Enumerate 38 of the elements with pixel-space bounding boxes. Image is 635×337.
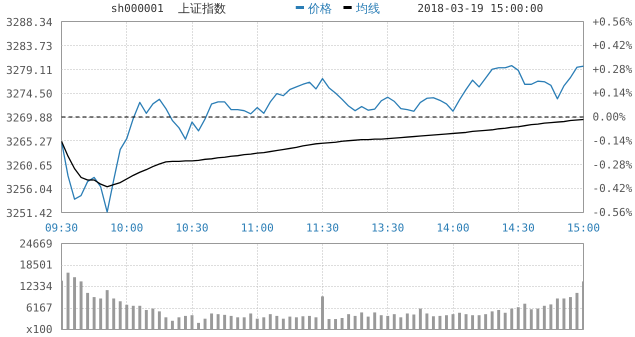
- legend-label: 价格: [307, 2, 332, 16]
- y2-tick-label: -0.42%: [592, 182, 633, 196]
- x-tick-label: 10:00: [110, 222, 144, 234]
- y-tick-label: 3283.73: [6, 40, 52, 53]
- y-tick-label: 3279.11: [6, 64, 52, 77]
- x-tick-label: 11:30: [306, 222, 340, 234]
- x-tick-label: 15:00: [566, 222, 600, 234]
- x-tick-label: 10:30: [175, 222, 209, 234]
- x-tick-label: 13:30: [371, 222, 404, 234]
- y2-tick-label: +0.28%: [592, 62, 633, 76]
- y-tick-label: 3288.34: [6, 16, 53, 29]
- y-tick-label: 3260.65: [6, 159, 52, 172]
- y-tick-label: x100: [26, 323, 53, 336]
- y-tick-label: 3265.27: [6, 135, 52, 148]
- y2-tick-label: -0.56%: [592, 206, 633, 219]
- y-tick-label: 3274.50: [6, 88, 52, 101]
- chart-title: 上证指数: [178, 2, 226, 16]
- y-tick-label: 3269.88: [6, 112, 52, 124]
- x-tick-label: 09:30: [44, 222, 78, 234]
- chart-subtitle: sh000001: [110, 2, 164, 15]
- x-tick-label: 14:00: [436, 222, 470, 234]
- y2-tick-label: +0.14%: [592, 86, 633, 100]
- y2-tick-label: +0.42%: [592, 38, 633, 52]
- y-tick-label: 6167: [26, 302, 53, 314]
- y2-tick-label: 0.00%: [592, 110, 626, 124]
- y-tick-label: 24669: [19, 238, 53, 250]
- y-tick-label: 12334: [19, 280, 53, 293]
- line-series: [62, 65, 584, 212]
- y-tick-label: 3251.42: [6, 207, 52, 220]
- x-tick-label: 11:00: [240, 222, 274, 234]
- y2-tick-label: -0.14%: [592, 134, 633, 148]
- y2-tick-label: +0.56%: [592, 16, 633, 28]
- legend-label: 均线: [354, 2, 380, 16]
- x-tick-label: 14:30: [502, 222, 535, 234]
- y2-tick-label: -0.28%: [592, 158, 633, 172]
- text: 2018-03-19 15:00:00: [417, 2, 544, 15]
- y-tick-label: 3256.04: [6, 183, 53, 196]
- y-tick-label: 18501: [19, 258, 53, 272]
